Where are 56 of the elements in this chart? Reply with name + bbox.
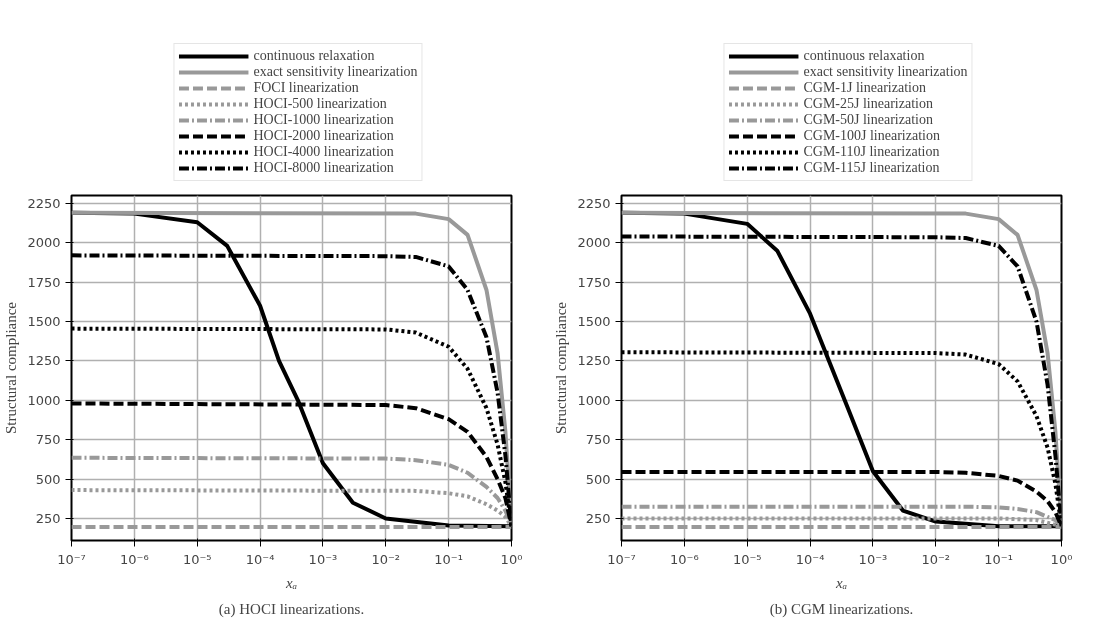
y-tick-label: 500 bbox=[585, 471, 611, 487]
y-tick-label: 1000 bbox=[27, 392, 61, 408]
legend-label: exact sensitivity linearization bbox=[803, 64, 968, 80]
legend-label: exact sensitivity linearization bbox=[253, 64, 418, 80]
x-tick-label: 10⁻⁶ bbox=[670, 551, 699, 567]
text: (a) HOCI linearizations. bbox=[218, 600, 365, 618]
legend-label: HOCI-500 linearization bbox=[253, 96, 387, 112]
x-tick-label: 10⁻⁶ bbox=[120, 551, 149, 567]
y-axis-title: Structural compliance bbox=[3, 301, 20, 435]
y-tick-label: 2250 bbox=[577, 195, 611, 211]
legend-label: HOCI-8000 linearization bbox=[253, 160, 394, 176]
y-tick-label: 1500 bbox=[577, 314, 611, 330]
y-tick-label: 250 bbox=[585, 510, 611, 526]
y-tick-label: 1750 bbox=[577, 274, 611, 290]
legend-label: continuous relaxation bbox=[253, 48, 375, 64]
legend-label: CGM-50J linearization bbox=[803, 112, 933, 128]
text: (b) CGM linearizations. bbox=[769, 600, 914, 618]
y-tick-label: 2000 bbox=[577, 235, 611, 251]
y-tick-label: 1000 bbox=[577, 392, 611, 408]
x-tick-label: 10⁻⁷ bbox=[57, 551, 86, 567]
x-tick-label: 10⁻¹ bbox=[984, 551, 1013, 567]
legend-label: CGM-100J linearization bbox=[803, 128, 940, 144]
x-axis-title: xₐ bbox=[834, 574, 848, 591]
y-tick-label: 1250 bbox=[577, 353, 611, 369]
y-tick-label: 2000 bbox=[27, 235, 61, 251]
y-axis-title: Structural compliance bbox=[553, 301, 570, 435]
x-tick-label: 10⁻⁷ bbox=[607, 551, 636, 567]
legend-label: HOCI-1000 linearization bbox=[253, 112, 394, 128]
y-tick-label: 1750 bbox=[27, 274, 61, 290]
y-tick-label: 250 bbox=[35, 510, 61, 526]
x-tick-label: 10⁻¹ bbox=[434, 551, 463, 567]
legend-label: CGM-110J linearization bbox=[803, 144, 940, 160]
x-tick-label: 10⁻² bbox=[371, 551, 401, 567]
legend-label: FOCI linearization bbox=[253, 80, 359, 96]
x-tick-label: 10⁻² bbox=[921, 551, 951, 567]
x-tick-label: 10⁻⁵ bbox=[732, 551, 762, 567]
y-tick-label: 1500 bbox=[27, 314, 61, 330]
legend-label: CGM-25J linearization bbox=[803, 96, 933, 112]
legend-label: HOCI-2000 linearization bbox=[253, 128, 394, 144]
legend-label: CGM-1J linearization bbox=[803, 80, 926, 96]
x-axis-title: xₐ bbox=[284, 574, 298, 591]
x-tick-label: 10⁻³ bbox=[858, 551, 888, 567]
y-tick-label: 750 bbox=[585, 432, 611, 448]
y-tick-label: 750 bbox=[35, 432, 61, 448]
x-tick-label: 10⁻⁴ bbox=[795, 551, 825, 567]
legend-label: HOCI-4000 linearization bbox=[253, 144, 394, 160]
x-tick-label: 10⁰ bbox=[1050, 551, 1073, 567]
legend-label: continuous relaxation bbox=[803, 48, 925, 64]
x-tick-label: 10⁻⁵ bbox=[182, 551, 212, 567]
y-tick-label: 500 bbox=[35, 471, 61, 487]
x-tick-label: 10⁰ bbox=[500, 551, 523, 567]
legend-label: CGM-115J linearization bbox=[803, 160, 940, 176]
x-tick-label: 10⁻³ bbox=[308, 551, 338, 567]
x-tick-label: 10⁻⁴ bbox=[245, 551, 275, 567]
y-tick-label: 1250 bbox=[27, 353, 61, 369]
y-tick-label: 2250 bbox=[27, 195, 61, 211]
